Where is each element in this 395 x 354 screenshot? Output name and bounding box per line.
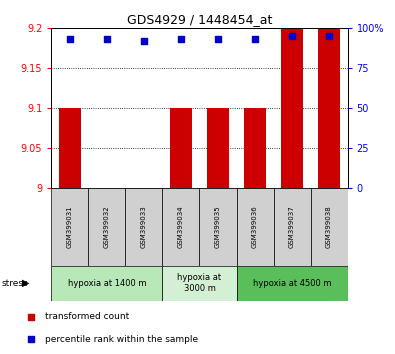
FancyBboxPatch shape	[51, 266, 162, 301]
FancyBboxPatch shape	[274, 188, 310, 266]
FancyBboxPatch shape	[237, 188, 274, 266]
Text: GSM399033: GSM399033	[141, 205, 147, 248]
Bar	[207, 108, 229, 188]
FancyBboxPatch shape	[310, 188, 348, 266]
Text: percentile rank within the sample: percentile rank within the sample	[45, 335, 198, 344]
FancyBboxPatch shape	[88, 188, 126, 266]
Text: GSM399036: GSM399036	[252, 205, 258, 248]
Text: hypoxia at 1400 m: hypoxia at 1400 m	[68, 279, 146, 288]
Text: ▶: ▶	[22, 278, 29, 288]
Text: GSM399034: GSM399034	[178, 205, 184, 248]
Text: GSM399035: GSM399035	[215, 205, 221, 248]
Text: GSM399037: GSM399037	[289, 205, 295, 248]
Point	[215, 36, 221, 42]
Text: hypoxia at 4500 m: hypoxia at 4500 m	[253, 279, 331, 288]
Point	[326, 33, 332, 39]
Text: transformed count: transformed count	[45, 312, 130, 321]
Bar	[170, 108, 192, 188]
FancyBboxPatch shape	[237, 266, 348, 301]
Bar	[281, 28, 303, 188]
Text: stress: stress	[2, 279, 28, 288]
Text: GSM399038: GSM399038	[326, 205, 332, 248]
Bar	[244, 108, 266, 188]
Text: GSM399031: GSM399031	[67, 205, 73, 248]
Point	[297, 191, 304, 197]
FancyBboxPatch shape	[162, 266, 237, 301]
FancyBboxPatch shape	[162, 188, 199, 266]
Title: GDS4929 / 1448454_at: GDS4929 / 1448454_at	[127, 13, 272, 26]
Point	[178, 36, 184, 42]
Point	[252, 36, 258, 42]
Bar	[59, 108, 81, 188]
Bar	[318, 28, 340, 188]
Point	[289, 33, 295, 39]
Point	[104, 36, 110, 42]
FancyBboxPatch shape	[199, 188, 237, 266]
Point	[141, 38, 147, 44]
Point	[67, 36, 73, 42]
FancyBboxPatch shape	[126, 188, 162, 266]
Text: hypoxia at
3000 m: hypoxia at 3000 m	[177, 274, 222, 293]
Text: GSM399032: GSM399032	[104, 205, 110, 248]
FancyBboxPatch shape	[51, 188, 88, 266]
